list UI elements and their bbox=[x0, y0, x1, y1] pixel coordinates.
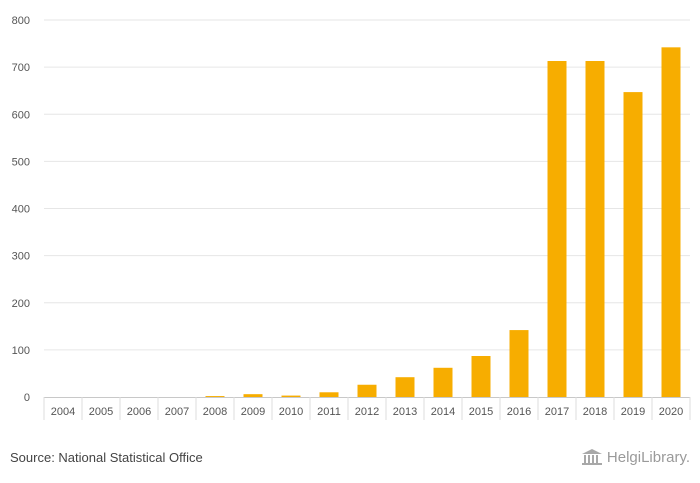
bar-2014 bbox=[433, 367, 453, 397]
x-tick-label: 2017 bbox=[545, 406, 569, 418]
x-tick-label: 2005 bbox=[89, 406, 113, 418]
y-tick-label: 0 bbox=[24, 392, 30, 404]
x-tick-label: 2011 bbox=[317, 406, 341, 418]
bars bbox=[205, 47, 681, 398]
bar-2018 bbox=[585, 60, 605, 397]
bar-2020 bbox=[661, 47, 681, 398]
bar-2010 bbox=[281, 395, 301, 397]
bar-2011 bbox=[319, 392, 339, 397]
bar-2016 bbox=[509, 330, 529, 397]
y-tick-label: 500 bbox=[12, 156, 30, 168]
x-tick-label: 2004 bbox=[51, 406, 75, 418]
y-axis: 0 100 200 300 400 500 600 700 800 bbox=[12, 15, 30, 404]
x-tick-label: 2020 bbox=[659, 406, 683, 418]
y-tick-label: 600 bbox=[12, 109, 30, 121]
y-tick-label: 200 bbox=[12, 298, 30, 310]
x-tick-label: 2019 bbox=[621, 406, 645, 418]
helgi-library-logo[interactable]: HelgiLibrary. bbox=[581, 448, 690, 466]
x-tick-label: 2009 bbox=[241, 406, 265, 418]
y-tick-label: 700 bbox=[12, 62, 30, 74]
bar-2015 bbox=[471, 356, 491, 397]
library-building-icon bbox=[581, 449, 602, 465]
bar-2013 bbox=[395, 377, 415, 397]
bar-2019 bbox=[623, 92, 643, 397]
y-tick-label: 400 bbox=[12, 204, 30, 216]
x-tick-label: 2015 bbox=[469, 406, 493, 418]
x-tick-label: 2006 bbox=[127, 406, 151, 418]
x-tick-label: 2013 bbox=[393, 406, 417, 418]
gridlines bbox=[44, 19, 690, 351]
x-tick-label: 2018 bbox=[583, 406, 607, 418]
x-axis: 2004 2005 2006 2007 2008 2009 2010 2011 2012 2013… bbox=[43, 397, 691, 420]
y-tick-label: 100 bbox=[12, 345, 30, 357]
x-tick-label: 2012 bbox=[355, 406, 379, 418]
y-tick-label: 800 bbox=[12, 15, 30, 27]
bar-2008 bbox=[205, 396, 225, 397]
x-tick-label: 2008 bbox=[203, 406, 227, 418]
y-tick-label: 300 bbox=[12, 251, 30, 263]
source-note: Source: National Statistical Office bbox=[10, 450, 203, 465]
x-tick-label: 2010 bbox=[279, 406, 303, 418]
bar-2017 bbox=[547, 60, 567, 397]
x-tick-label: 2014 bbox=[431, 406, 455, 418]
bar-2009 bbox=[243, 394, 263, 397]
x-tick-label: 2016 bbox=[507, 406, 531, 418]
bar-2012 bbox=[357, 384, 377, 397]
logo-text: HelgiLibrary. bbox=[606, 448, 690, 466]
x-tick-label: 2007 bbox=[165, 406, 189, 418]
